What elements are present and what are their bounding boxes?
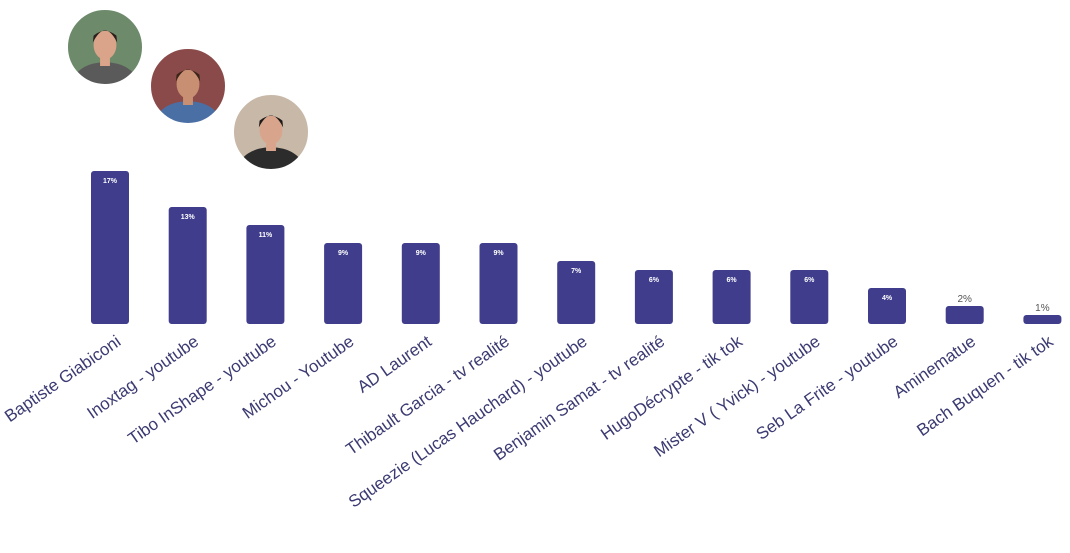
value-label-8: 6% <box>649 277 660 284</box>
person-photo-icon <box>67 9 143 85</box>
bar-4 <box>324 243 363 324</box>
avatar-3 <box>232 93 310 171</box>
value-label-3: 11% <box>259 232 273 239</box>
bar-13 <box>1023 315 1062 324</box>
value-label-6: 9% <box>493 250 504 257</box>
value-label-11: 4% <box>882 295 893 302</box>
value-label-4: 9% <box>338 250 349 257</box>
value-label-13: 1% <box>1035 303 1050 314</box>
value-label-2: 13% <box>181 214 196 221</box>
value-label-9: 6% <box>727 277 738 284</box>
value-label-5: 9% <box>416 250 427 257</box>
value-label-12: 2% <box>957 294 972 305</box>
bar-10 <box>790 270 829 324</box>
person-photo-icon <box>150 48 226 124</box>
person-photo-icon <box>233 94 309 170</box>
bar-3 <box>246 225 285 324</box>
bar-11 <box>868 288 906 324</box>
value-label-1: 17% <box>103 178 118 185</box>
bar-9 <box>712 270 751 324</box>
category-label-9: HugoDécrypte - tik tok <box>597 331 746 443</box>
bar-8 <box>634 270 673 324</box>
bar-12 <box>945 306 984 324</box>
value-label-10: 6% <box>804 277 815 284</box>
avatar-2 <box>149 47 227 125</box>
category-label-3: Tibo InShape - youtube <box>125 332 280 449</box>
bar-1 <box>91 171 129 324</box>
bar-6 <box>479 243 518 324</box>
category-label-11: Seb La Frite - youtube <box>753 332 902 444</box>
category-label-13: Bach Buquen - tik tok <box>913 331 1057 440</box>
avatar-group <box>66 8 310 171</box>
avatar-1 <box>66 8 144 86</box>
bars-group: 17% 13% 11% 9% 9% 9% 7% 6% 6% 6% 4% 2% 1% <box>91 171 1062 324</box>
bar-5 <box>401 243 440 324</box>
value-label-7: 7% <box>571 268 582 275</box>
bar-2 <box>168 207 207 324</box>
bar-7 <box>557 261 596 324</box>
